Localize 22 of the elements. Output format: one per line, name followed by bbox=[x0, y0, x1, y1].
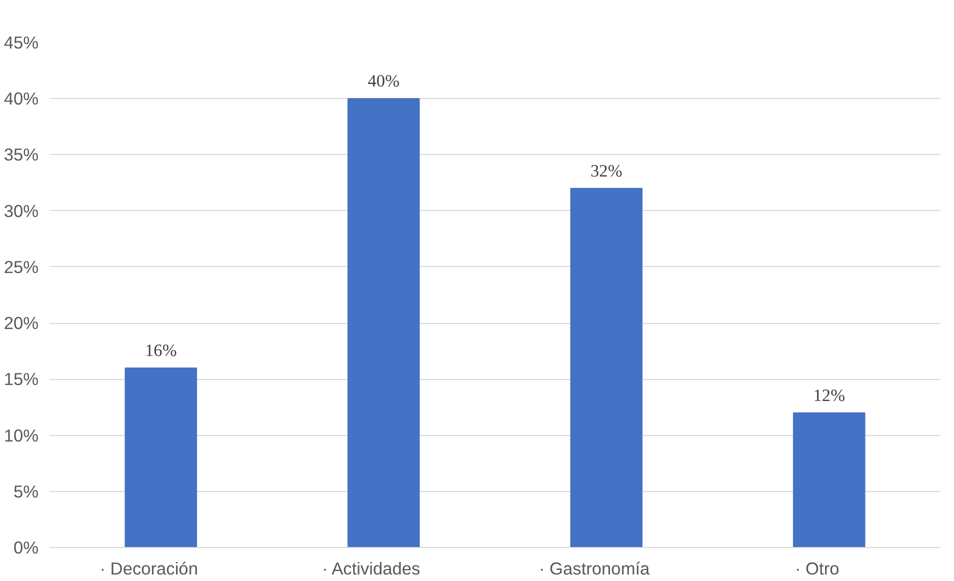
x-tick-label: · Gastronomía bbox=[538, 558, 650, 578]
y-tick-label: 0% bbox=[13, 538, 38, 558]
bar bbox=[347, 98, 420, 548]
y-tick-label: 35% bbox=[4, 144, 39, 165]
data-label: 32% bbox=[590, 161, 622, 180]
y-tick-label: 5% bbox=[13, 481, 38, 502]
y-tick-label: 25% bbox=[4, 256, 39, 277]
x-tick-label: · Actividades bbox=[322, 558, 421, 578]
y-tick-label: 20% bbox=[4, 313, 39, 334]
y-tick-label: 30% bbox=[4, 200, 39, 221]
bar bbox=[124, 367, 198, 548]
data-label: 40% bbox=[368, 72, 400, 91]
bar bbox=[570, 188, 643, 548]
bar bbox=[792, 412, 866, 548]
y-tick-label: 45% bbox=[4, 32, 39, 52]
y-tick-label: 10% bbox=[4, 425, 39, 446]
x-tick-label: · Otro bbox=[794, 558, 840, 578]
y-tick-label: 15% bbox=[4, 369, 39, 390]
data-label: 12% bbox=[813, 386, 846, 405]
x-tick-label: · Decoración bbox=[100, 558, 198, 578]
y-tick-label: 40% bbox=[4, 88, 39, 109]
data-label: 16% bbox=[144, 340, 177, 360]
